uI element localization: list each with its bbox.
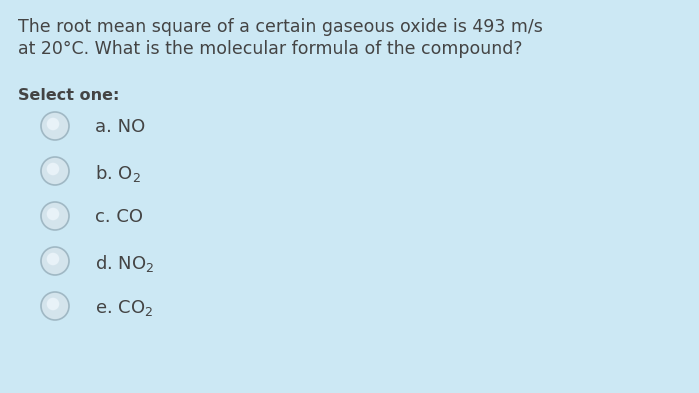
Ellipse shape	[41, 157, 69, 185]
Text: b. O$_{\mathregular{2}}$: b. O$_{\mathregular{2}}$	[95, 163, 141, 184]
Text: at 20°C. What is the molecular formula of the compound?: at 20°C. What is the molecular formula o…	[18, 40, 522, 58]
Ellipse shape	[41, 247, 69, 275]
Ellipse shape	[47, 208, 59, 220]
Text: c. CO: c. CO	[95, 208, 143, 226]
Ellipse shape	[47, 163, 59, 175]
Ellipse shape	[47, 298, 59, 310]
Ellipse shape	[41, 292, 69, 320]
Text: d. NO$_{\mathregular{2}}$: d. NO$_{\mathregular{2}}$	[95, 253, 154, 274]
Ellipse shape	[47, 253, 59, 265]
Text: The root mean square of a certain gaseous oxide is 493 m/s: The root mean square of a certain gaseou…	[18, 18, 543, 36]
Text: Select one:: Select one:	[18, 88, 120, 103]
Text: a. NO: a. NO	[95, 118, 145, 136]
Text: e. CO$_{\mathregular{2}}$: e. CO$_{\mathregular{2}}$	[95, 298, 153, 318]
Ellipse shape	[41, 202, 69, 230]
Ellipse shape	[41, 112, 69, 140]
Ellipse shape	[47, 118, 59, 130]
